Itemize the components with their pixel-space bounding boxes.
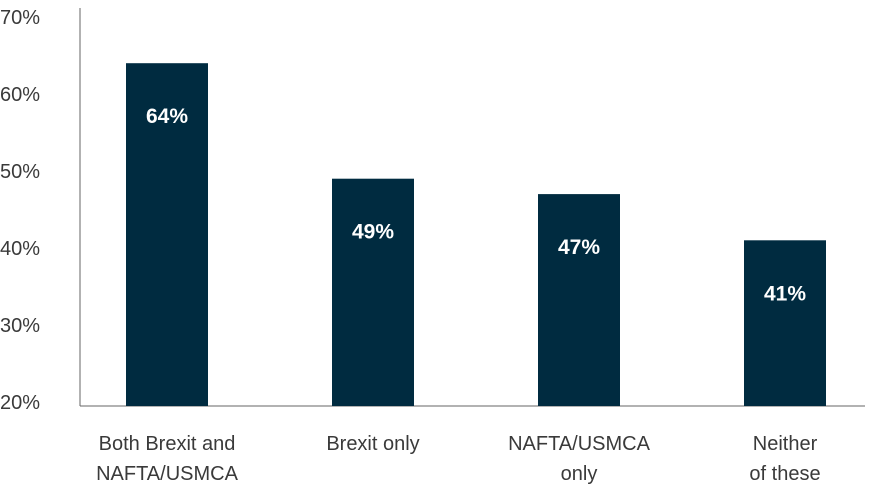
bar: [744, 240, 826, 406]
y-tick-label: 50%: [0, 161, 40, 183]
x-category-label: Brexit only: [326, 433, 419, 455]
x-category-label: Neither of these: [749, 433, 820, 485]
bar: [538, 194, 620, 406]
bar: [126, 63, 208, 406]
x-category-label-line: Brexit only: [326, 433, 419, 455]
bars: [126, 63, 826, 406]
x-category-label: Both Brexit and NAFTA/USMCA: [96, 433, 239, 485]
x-category-label-line: Neither: [753, 433, 818, 455]
y-tick-label: 70%: [0, 7, 40, 29]
x-category-label-line: of these: [749, 463, 820, 485]
bar-value-label: 47%: [558, 236, 600, 259]
y-tick-label: 40%: [0, 238, 40, 260]
x-category-label-line: NAFTA/USMCA: [508, 433, 651, 455]
data-labels: 64% 49% 47% 41%: [146, 105, 806, 305]
x-category-label-line: NAFTA/USMCA: [96, 463, 239, 485]
y-axis-tick-labels: 20% 30% 40% 50% 60% 70%: [0, 7, 40, 414]
y-tick-label: 60%: [0, 84, 40, 106]
category-labels: Both Brexit and NAFTA/USMCA Brexit only NAF…: [96, 433, 821, 485]
bar: [332, 178, 414, 406]
x-category-label-line: only: [561, 463, 598, 485]
bar-value-label: 49%: [352, 221, 394, 244]
bar-value-label: 64%: [146, 105, 188, 128]
y-tick-label: 30%: [0, 315, 40, 337]
bar-value-label: 41%: [764, 282, 806, 305]
x-category-label: NAFTA/USMCA only: [508, 433, 651, 485]
y-tick-label: 20%: [0, 392, 40, 414]
x-category-label-line: Both Brexit and: [99, 433, 236, 455]
